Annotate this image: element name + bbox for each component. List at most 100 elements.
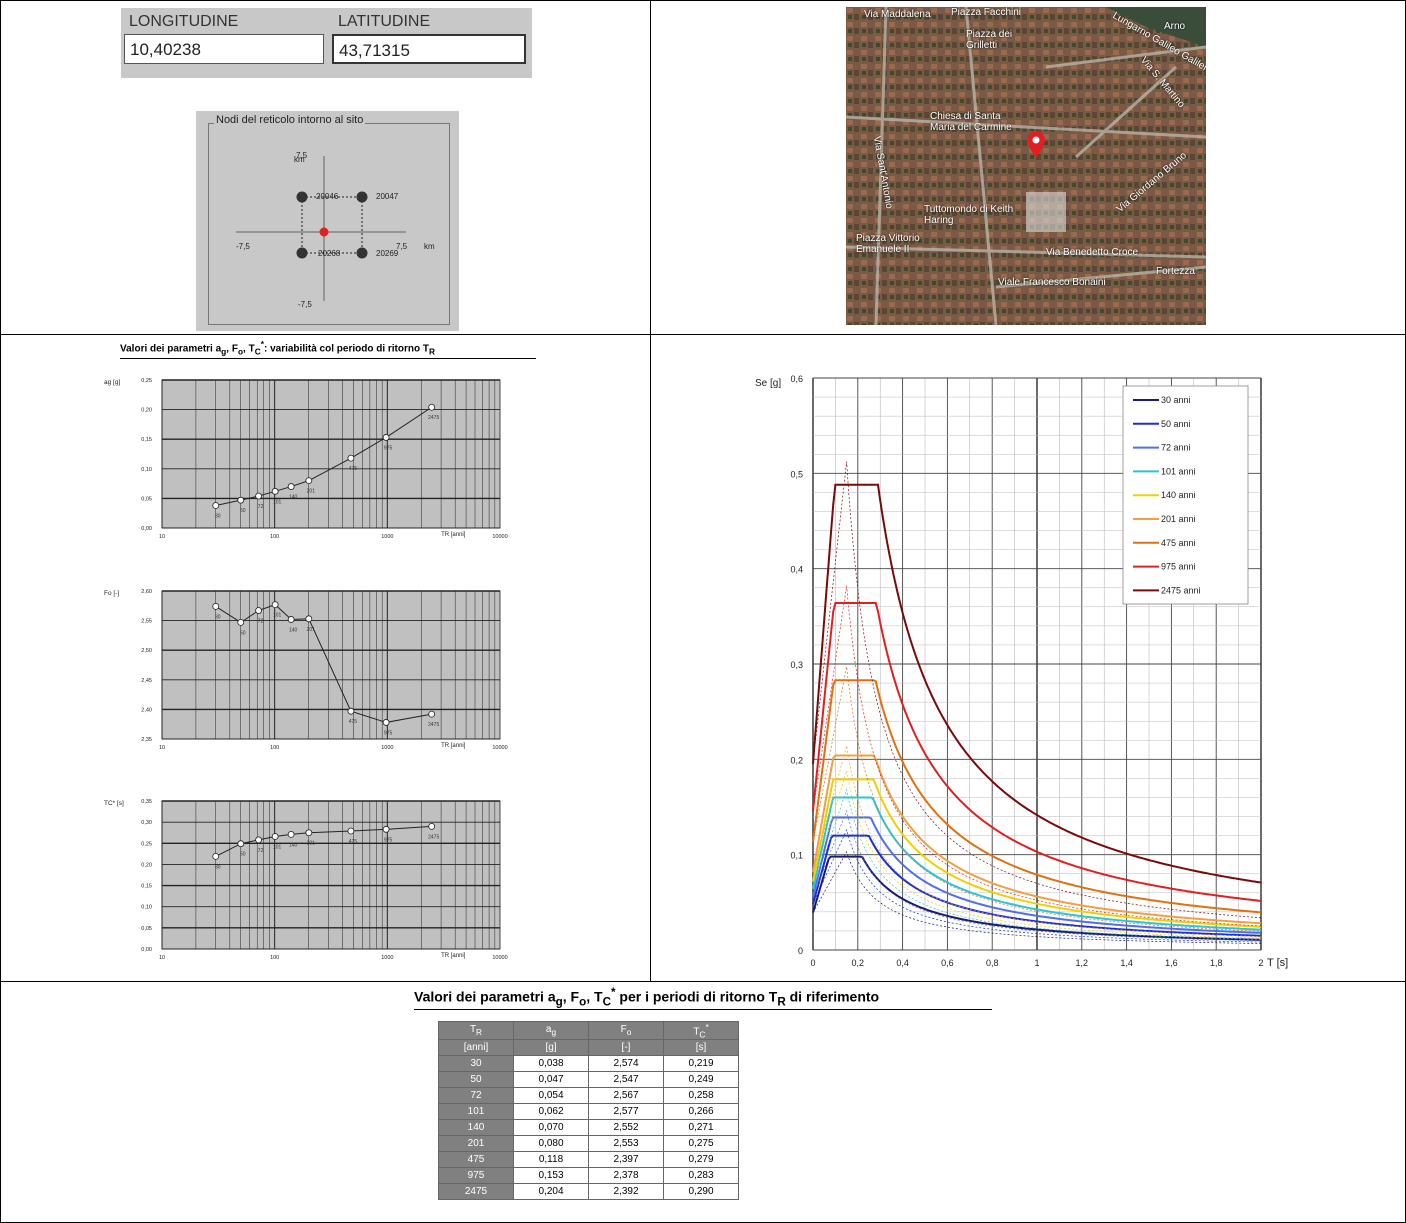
point-label: 101 xyxy=(273,613,282,619)
x-tick-label: 1000 xyxy=(381,534,393,540)
table-cell[interactable]: 0,038 xyxy=(513,1055,589,1073)
x-axis-label: T [s] xyxy=(1267,957,1288,969)
table-cell[interactable]: 0,266 xyxy=(663,1103,739,1121)
data-point xyxy=(305,477,313,485)
table-cell[interactable]: 2,547 xyxy=(588,1071,664,1089)
latitude-field[interactable]: 43,71315 xyxy=(332,34,526,64)
table-cell[interactable]: 0,279 xyxy=(663,1151,739,1169)
point-label: 30 xyxy=(215,514,221,520)
row-period: 2475 xyxy=(438,1183,514,1201)
point-label: 2475 xyxy=(428,722,439,728)
spectrum-line xyxy=(812,816,1262,934)
spectrum-line xyxy=(812,483,1262,884)
x-tick-label: 100 xyxy=(270,534,279,540)
data-point xyxy=(382,719,390,726)
y-tick-label: 0,5 xyxy=(790,469,803,479)
location-pin-icon[interactable] xyxy=(1026,131,1046,159)
data-point xyxy=(287,483,295,490)
table-cell[interactable]: 0,290 xyxy=(663,1183,739,1201)
data-point xyxy=(428,403,436,411)
data-point xyxy=(305,615,313,623)
spectrum-reference-line xyxy=(812,745,1261,937)
point-label: 30 xyxy=(215,864,221,870)
row-period: 101 xyxy=(438,1103,514,1121)
plot-area xyxy=(161,800,501,950)
table-cell[interactable]: 0,219 xyxy=(663,1055,739,1073)
row-period: 475 xyxy=(438,1151,514,1169)
legend-label: 101 anni xyxy=(1161,466,1196,476)
table-row: 101 0,062 2,577 0,266 xyxy=(438,1103,739,1121)
row-period: 201 xyxy=(438,1135,514,1153)
table-cell[interactable]: 0,118 xyxy=(513,1151,589,1169)
table-cell[interactable]: 0,047 xyxy=(513,1071,589,1089)
table-cell[interactable]: 2,378 xyxy=(588,1167,664,1185)
map-label: Viale Francesco Bonaini xyxy=(998,277,1106,288)
table-cell[interactable]: 0,258 xyxy=(663,1087,739,1105)
point-label: 975 xyxy=(384,730,393,736)
header-tr: TR xyxy=(438,1020,514,1041)
y-tick-label: 0,20 xyxy=(141,862,152,868)
y-tick-label: 0,30 xyxy=(141,820,152,826)
plot-area xyxy=(161,590,501,740)
table-cell[interactable]: 2,553 xyxy=(588,1135,664,1153)
table-cell[interactable]: 0,283 xyxy=(663,1167,739,1185)
x-tick-label: 1,6 xyxy=(1165,958,1178,968)
table-cell[interactable]: 2,397 xyxy=(588,1151,664,1169)
legend-label: 30 anni xyxy=(1161,395,1191,405)
data-point xyxy=(271,601,279,609)
satellite-map[interactable]: Piazza dei Grilletti Chiesa di Santa Mar… xyxy=(846,7,1206,325)
x-tick-label: 0,4 xyxy=(896,958,909,968)
table-cell[interactable]: 0,080 xyxy=(513,1135,589,1153)
x-tick-label: 10000 xyxy=(492,534,507,540)
table-cell[interactable]: 2,574 xyxy=(588,1055,664,1073)
y-tick-label: 2,40 xyxy=(141,707,152,713)
table-cell[interactable]: 2,567 xyxy=(588,1087,664,1105)
border-top xyxy=(0,0,1406,1)
table-cell[interactable]: 0,271 xyxy=(663,1119,739,1137)
legend-label: 475 anni xyxy=(1161,538,1196,548)
table-cell[interactable]: 0,204 xyxy=(513,1183,589,1201)
map-label: Fortezza xyxy=(1156,266,1195,277)
table-cell[interactable]: 0,249 xyxy=(663,1071,739,1089)
y-tick-label: 0,05 xyxy=(141,496,152,502)
spectrum-line xyxy=(812,602,1262,902)
unit-tc: [s] xyxy=(663,1039,739,1057)
unit-fo: [-] xyxy=(588,1039,664,1057)
point-label: 975 xyxy=(384,445,393,451)
spectrum-reference-line xyxy=(812,788,1261,940)
axis-bottom-label: -7,5 xyxy=(298,300,312,309)
data-point xyxy=(305,829,313,837)
table-cell[interactable]: 0,153 xyxy=(513,1167,589,1185)
axis-right-label: 7,5 xyxy=(396,242,408,251)
table-row: 30 0,038 2,574 0,219 xyxy=(438,1055,739,1073)
data-point xyxy=(255,492,262,500)
y-tick-label: 0,15 xyxy=(141,437,152,443)
y-tick-label: 0,05 xyxy=(141,926,152,932)
longitude-field[interactable]: 10,40238 xyxy=(124,34,324,64)
unit-tr: [anni] xyxy=(438,1039,514,1057)
table-cell[interactable]: 0,070 xyxy=(513,1119,589,1137)
table-cell[interactable]: 0,054 xyxy=(513,1087,589,1105)
x-tick-label: 10000 xyxy=(492,745,507,751)
table-cell[interactable]: 2,577 xyxy=(588,1103,664,1121)
y-tick-label: 2,50 xyxy=(141,648,152,654)
table-cell[interactable]: 2,392 xyxy=(588,1183,664,1201)
node-point xyxy=(356,191,368,203)
table-cell[interactable]: 2,552 xyxy=(588,1119,664,1137)
chart-tc: 0,00 0,05 0,10 0,15 0,20 0,25 0,30 0,35 10 100 100… xyxy=(104,799,508,961)
data-point xyxy=(255,836,262,844)
site-point xyxy=(319,227,329,237)
node-point xyxy=(296,191,308,203)
axis-unit-label: km xyxy=(294,155,305,164)
spectrum-line xyxy=(812,855,1262,941)
data-point xyxy=(212,502,220,509)
x-tick-label: 10 xyxy=(159,534,165,540)
data-point xyxy=(428,822,436,830)
table-row: 201 0,080 2,553 0,275 xyxy=(438,1135,739,1153)
x-tick-label: 0,2 xyxy=(852,958,865,968)
row-period: 30 xyxy=(438,1055,514,1073)
table-cell[interactable]: 0,275 xyxy=(663,1135,739,1153)
point-label: 101 xyxy=(273,499,282,505)
data-point xyxy=(347,454,355,462)
table-cell[interactable]: 0,062 xyxy=(513,1103,589,1121)
